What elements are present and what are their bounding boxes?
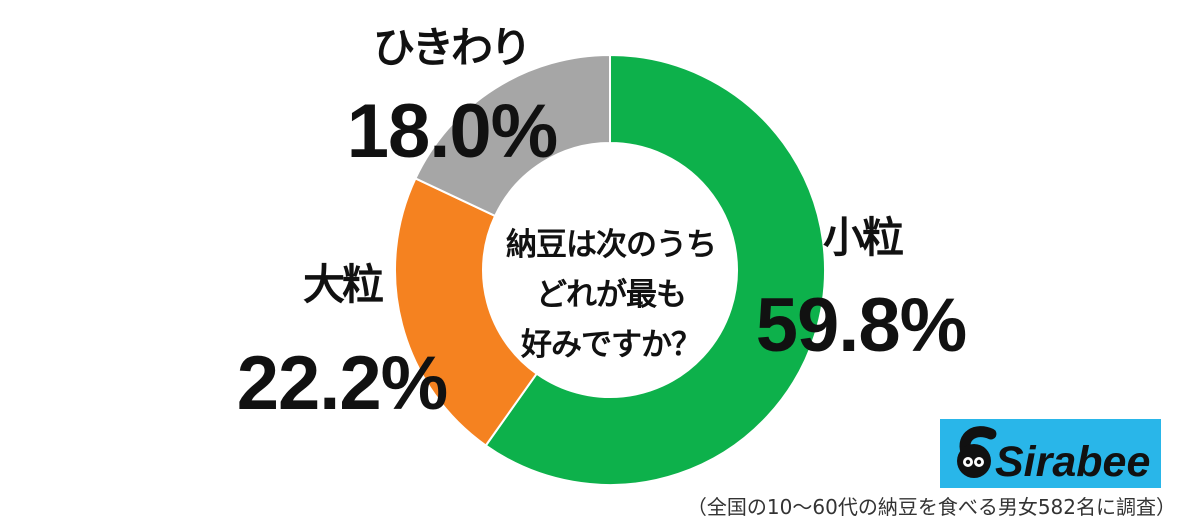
donut-slice-3 xyxy=(414,53,611,218)
slice-value-small-grain: 59.8% xyxy=(756,283,967,368)
slice-label-hikiwari: ひきわり xyxy=(373,23,529,72)
donut-slices xyxy=(394,53,826,486)
logo-wordmark: Sirabee xyxy=(995,438,1150,486)
slice-value-large-grain: 22.2% xyxy=(237,341,448,426)
donut-slice-2 xyxy=(394,177,539,447)
slice-value-hikiwari: 18.0% xyxy=(347,89,558,174)
center-question-line-3: 好みですか？ xyxy=(520,327,701,363)
sirabee-logo: Sirabee xyxy=(940,419,1161,488)
slice-label-small-grain: 小粒 xyxy=(823,213,903,262)
center-question-line-1: 納豆は次のうち xyxy=(506,227,716,263)
slice-label-large-grain: 大粒 xyxy=(303,260,383,309)
survey-source-note: （全国の10～60代の納豆を食べる男女582名に調査） xyxy=(687,495,1176,519)
center-question: 納豆は次のうち どれが最も 好みですか？ xyxy=(506,227,717,363)
donut-slice-1 xyxy=(484,53,826,486)
sirabee-logo-icon xyxy=(957,426,997,478)
center-question-line-2: どれが最も xyxy=(536,277,686,313)
